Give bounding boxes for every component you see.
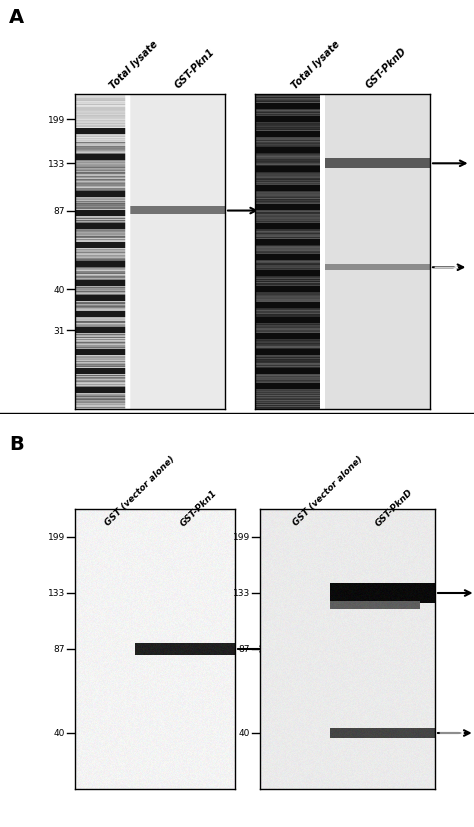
Text: GST-PknD: GST-PknD [364,46,408,91]
Text: GST-Pkn1: GST-Pkn1 [173,47,216,91]
Text: 199: 199 [233,533,250,542]
Text: GST (vector alone): GST (vector alone) [292,454,365,528]
Text: 40: 40 [54,729,65,738]
Text: 133: 133 [48,160,65,169]
Text: 40: 40 [54,285,65,294]
Text: 87: 87 [239,645,250,653]
Text: 199: 199 [48,116,65,125]
Text: 87: 87 [54,207,65,216]
Text: GST (vector alone): GST (vector alone) [104,454,177,528]
Text: GST-Pkn1: GST-Pkn1 [179,487,219,528]
Text: 31: 31 [54,327,65,335]
Text: 133: 133 [233,589,250,598]
Text: Total lysate: Total lysate [108,39,160,91]
Text: 40: 40 [239,729,250,738]
Text: B: B [9,434,24,453]
Text: A: A [9,8,24,27]
Text: 133: 133 [48,589,65,598]
Text: GST-PknD: GST-PknD [374,486,415,528]
Text: Total lysate: Total lysate [290,39,342,91]
Text: 199: 199 [48,533,65,542]
Text: 87: 87 [54,645,65,653]
